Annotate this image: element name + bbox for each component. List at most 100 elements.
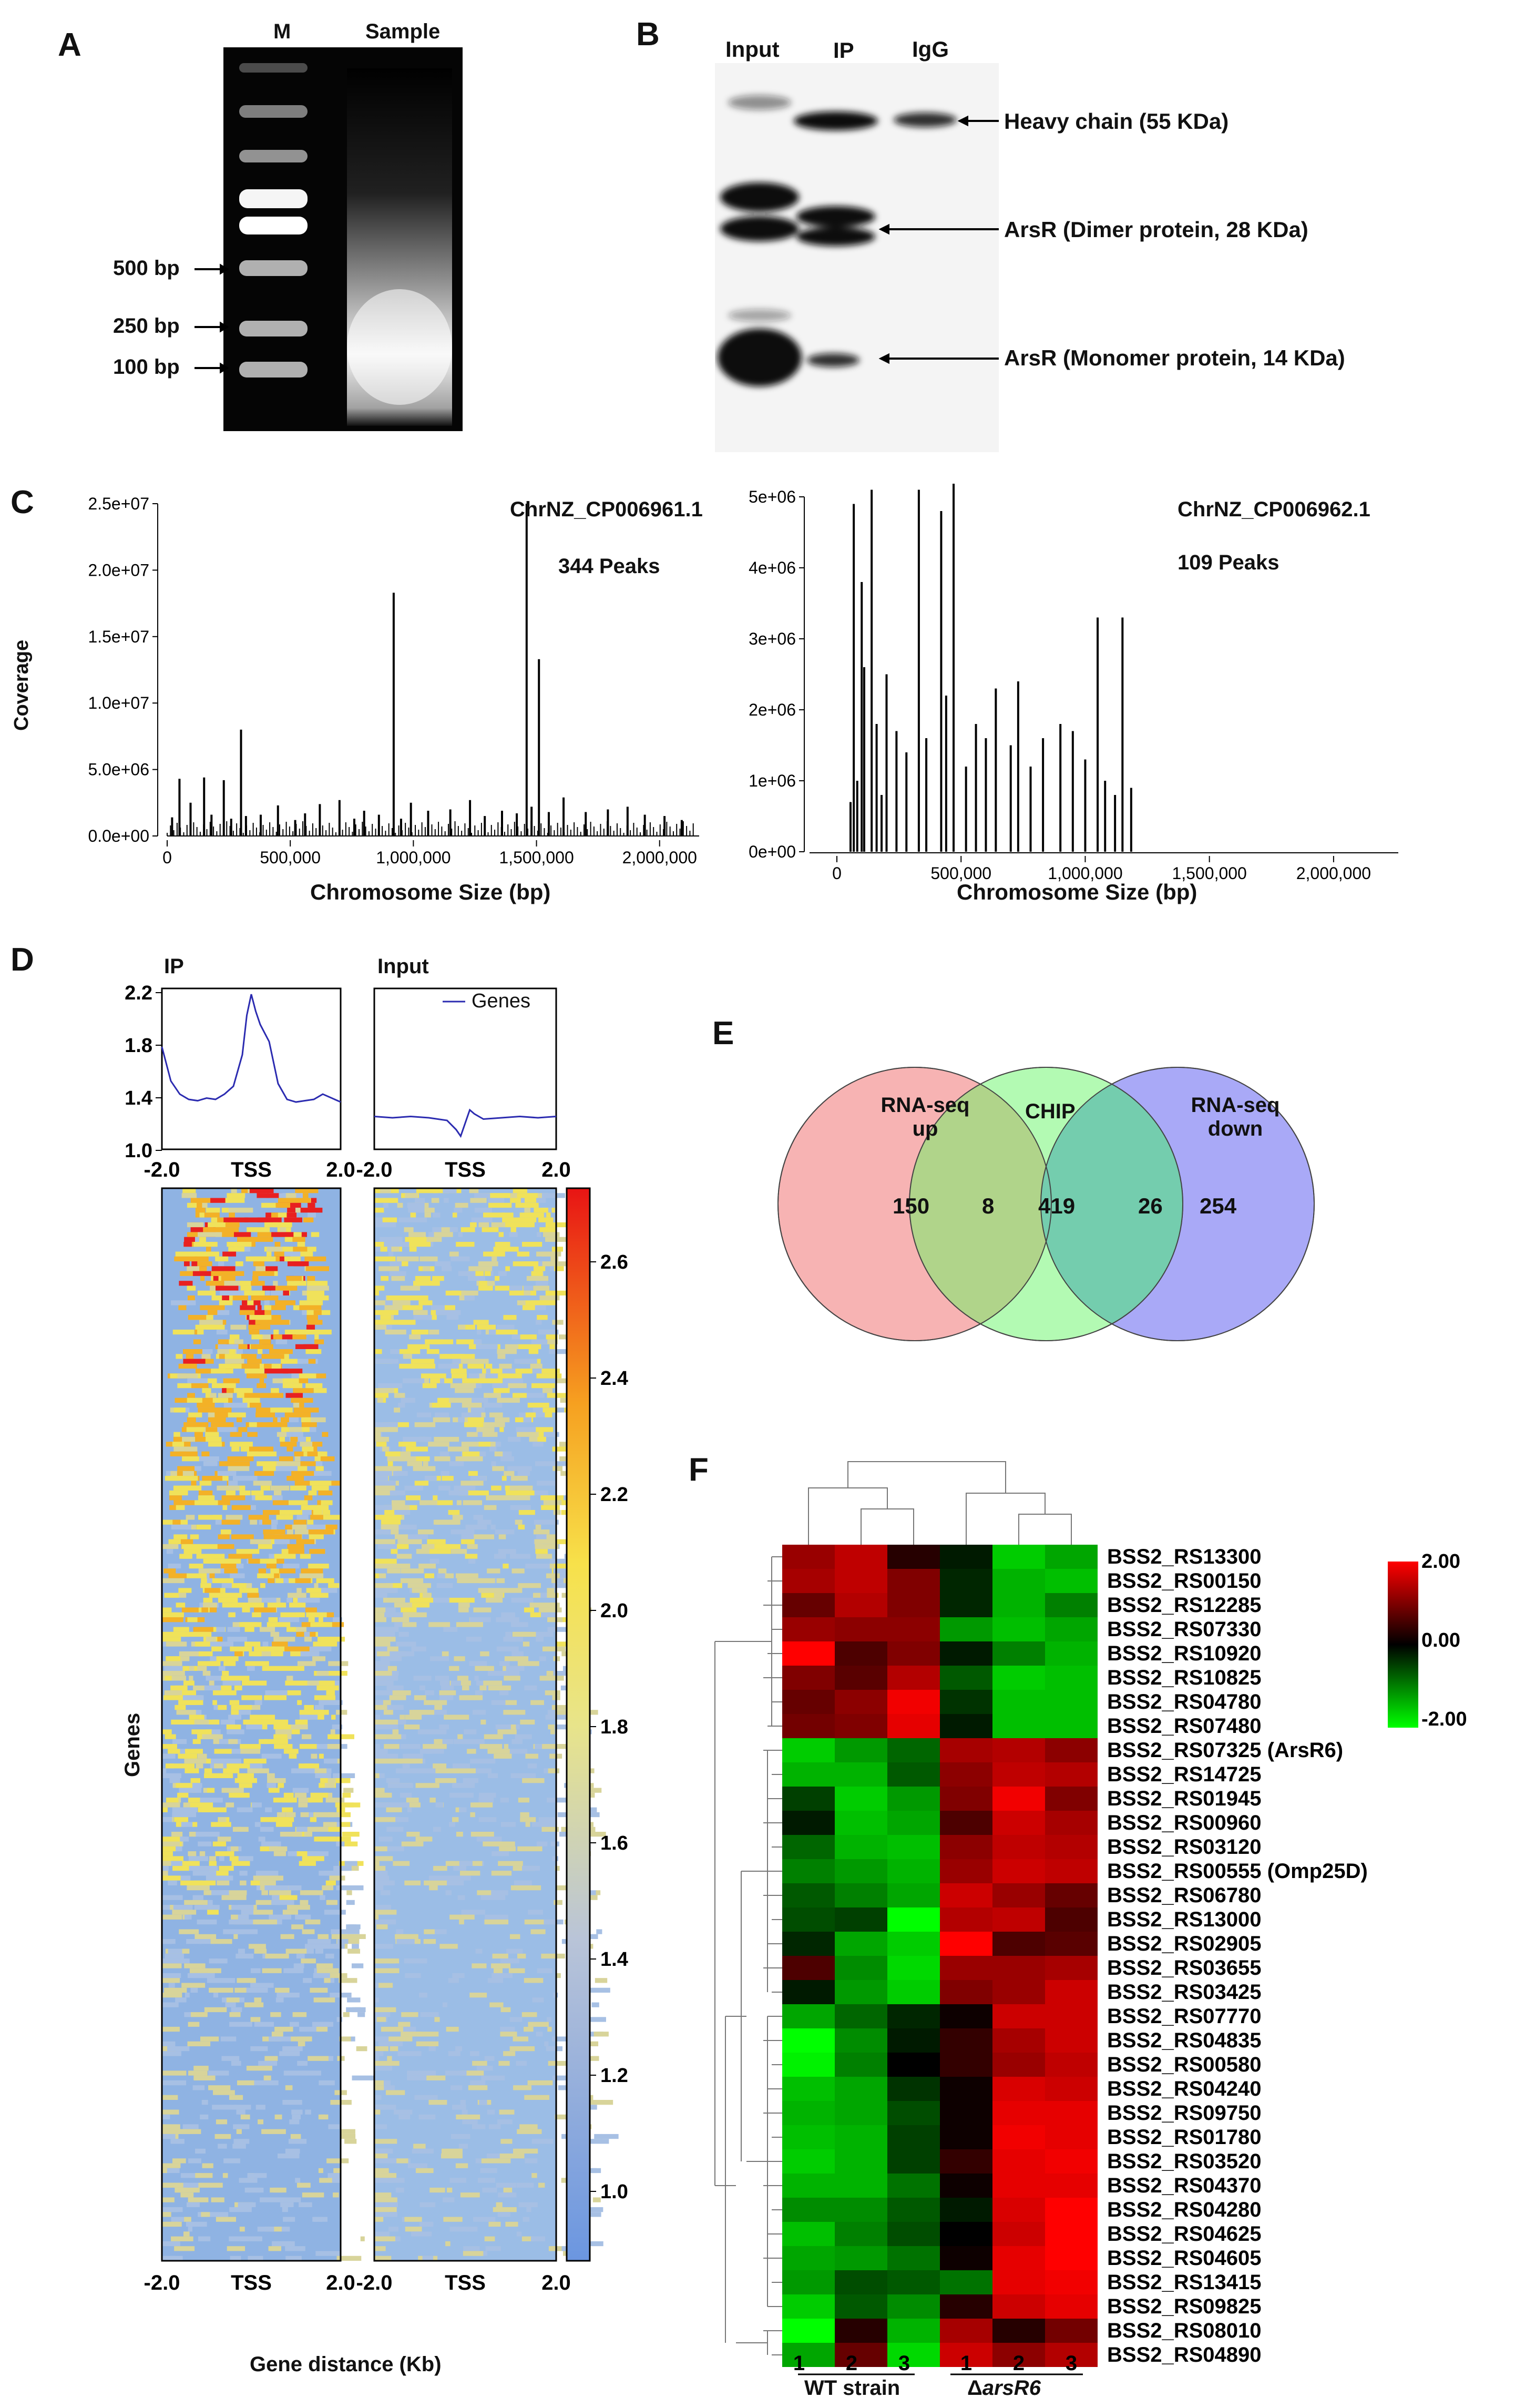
coverage-xtick: 2,000,000 xyxy=(1296,864,1371,883)
coverage-ytick: 5.0e+06 xyxy=(88,760,149,779)
heatmap-cell xyxy=(992,1617,1045,1641)
chrom1-xlabel: Chromosome Size (bp) xyxy=(310,880,551,904)
heatmap-cell xyxy=(940,1545,992,1569)
heatmap-cell xyxy=(992,2125,1045,2149)
heatmap-cell xyxy=(940,1666,992,1690)
heatmap-cell xyxy=(1045,2149,1098,2174)
coverage-ytick: 0e+00 xyxy=(749,842,796,861)
heatmap-cell xyxy=(887,2198,940,2222)
heatmap-cell xyxy=(992,1593,1045,1617)
heatmap-cell xyxy=(887,1593,940,1617)
coverage-xtick: 1,000,000 xyxy=(376,848,451,867)
heatmap-cell xyxy=(782,1714,835,1738)
coverage-ytick: 1.0e+07 xyxy=(88,693,149,712)
heatmap-cell xyxy=(887,2270,940,2294)
gene-label: BSS2_RS14725 xyxy=(1107,1763,1262,1786)
heatmap-cell xyxy=(782,1545,835,1569)
heatmap-cell xyxy=(835,1690,887,1714)
heatmap-cell xyxy=(835,1738,887,1762)
f-scale-tick: 2.00 xyxy=(1421,1550,1460,1573)
heatmap-cell xyxy=(835,1835,887,1859)
heatmap-cell xyxy=(782,1907,835,1932)
marker-250bp: 250 bp xyxy=(113,314,180,338)
heatmap-cell xyxy=(992,1690,1045,1714)
gene-label: BSS2_RS04625 xyxy=(1107,2222,1262,2246)
heatmap-cell xyxy=(992,2028,1045,2053)
gene-label: BSS2_RS04835 xyxy=(1107,2029,1262,2052)
coverage-xtick: 0 xyxy=(832,864,842,883)
d-scale-tick: 2.0 xyxy=(600,1600,628,1622)
heatmap-cell xyxy=(992,2149,1045,2174)
heatmap-cell xyxy=(940,2319,992,2343)
heatmap-cell xyxy=(887,1956,940,1980)
heatmap-cell xyxy=(940,2101,992,2125)
profile-input-label: Input xyxy=(377,955,429,978)
gene-label: BSS2_RS10920 xyxy=(1107,1642,1262,1665)
heatmap-cell xyxy=(940,1787,992,1811)
heatmap-cell xyxy=(887,2246,940,2270)
profile-ytick: 1.8 xyxy=(125,1035,152,1057)
heatmap-cell xyxy=(1045,2028,1098,2053)
heatmap-cell xyxy=(1045,1666,1098,1690)
profile-xtick: TSS xyxy=(445,1158,486,1181)
heatmap-cell xyxy=(1045,1714,1098,1738)
heatmap-cell xyxy=(782,1762,835,1787)
heatmap-cell xyxy=(887,1980,940,2004)
heatmap-cell xyxy=(1045,1569,1098,1593)
gel-image xyxy=(195,47,463,431)
heatmap-cell xyxy=(782,2343,835,2367)
blot-lane-ip: IP xyxy=(833,38,854,63)
heatmap-cell xyxy=(835,1883,887,1907)
heatmap-cell xyxy=(782,1811,835,1835)
heatmap-cell xyxy=(940,2125,992,2149)
profile-xtick: TSS xyxy=(231,1158,272,1181)
heatmap-cell xyxy=(992,1787,1045,1811)
heatmap-cell xyxy=(782,1593,835,1617)
heatmap-cell xyxy=(992,1980,1045,2004)
coverage-ytick: 2.5e+07 xyxy=(88,494,149,513)
heatmap-cell xyxy=(782,1859,835,1883)
band-heavy-chain: Heavy chain (55 KDa) xyxy=(1004,109,1229,134)
heatmap-cell xyxy=(782,1980,835,2004)
chrom2-peaks: 109 Peaks xyxy=(1178,551,1279,574)
group-wt-strain: WT strain xyxy=(804,2376,900,2400)
venn-count-up-chip: 8 xyxy=(982,1193,995,1218)
gene-label: BSS2_RS06780 xyxy=(1107,1884,1262,1907)
heatmap-cell xyxy=(1045,1932,1098,1956)
gene-label: BSS2_RS00555 (Omp25D) xyxy=(1107,1860,1368,1883)
heatmap-cell xyxy=(782,1738,835,1762)
heatmap-cell xyxy=(1045,1762,1098,1787)
heatmap-cell xyxy=(940,2270,992,2294)
coverage-xtick: 500,000 xyxy=(260,848,321,867)
panel-label-d: D xyxy=(11,942,34,978)
heatmap-cell xyxy=(835,2053,887,2077)
gene-label: BSS2_RS13415 xyxy=(1107,2271,1262,2294)
heatmap-cell xyxy=(835,1932,887,1956)
heatmap-cell xyxy=(782,2319,835,2343)
heatmap-cell xyxy=(887,1641,940,1666)
heatmap-cell xyxy=(835,2294,887,2319)
band-arsr-monomer: ArsR (Monomer protein, 14 KDa) xyxy=(1004,345,1345,370)
column-number: 2 xyxy=(1013,2352,1025,2375)
heatmap-cell xyxy=(887,1932,940,1956)
panel-label-e: E xyxy=(712,1015,734,1052)
heatmap-cell xyxy=(1045,2174,1098,2198)
profile-ytick: 2.2 xyxy=(125,982,152,1004)
heatmap-cell xyxy=(1045,2270,1098,2294)
gene-label: BSS2_RS12285 xyxy=(1107,1594,1262,1617)
heatmap-cell xyxy=(940,1811,992,1835)
heatmap-cell xyxy=(782,2101,835,2125)
heatmap-cell xyxy=(782,2222,835,2246)
heatmap-cell xyxy=(782,2294,835,2319)
profile-ip-label: IP xyxy=(164,955,184,978)
gene-label: BSS2_RS07480 xyxy=(1107,1715,1262,1738)
heatmap-cell xyxy=(940,2004,992,2028)
venn-count-chip-down: 26 xyxy=(1138,1193,1163,1218)
venn-count-up-only: 150 xyxy=(893,1193,930,1218)
heatmap-cell xyxy=(992,1932,1045,1956)
heatmap-cell xyxy=(940,1907,992,1932)
heatmap-cell xyxy=(992,2270,1045,2294)
heatmap-cell xyxy=(835,2319,887,2343)
heatmap-cell xyxy=(782,2149,835,2174)
chrom2-name: ChrNZ_CP006962.1 xyxy=(1178,498,1370,521)
